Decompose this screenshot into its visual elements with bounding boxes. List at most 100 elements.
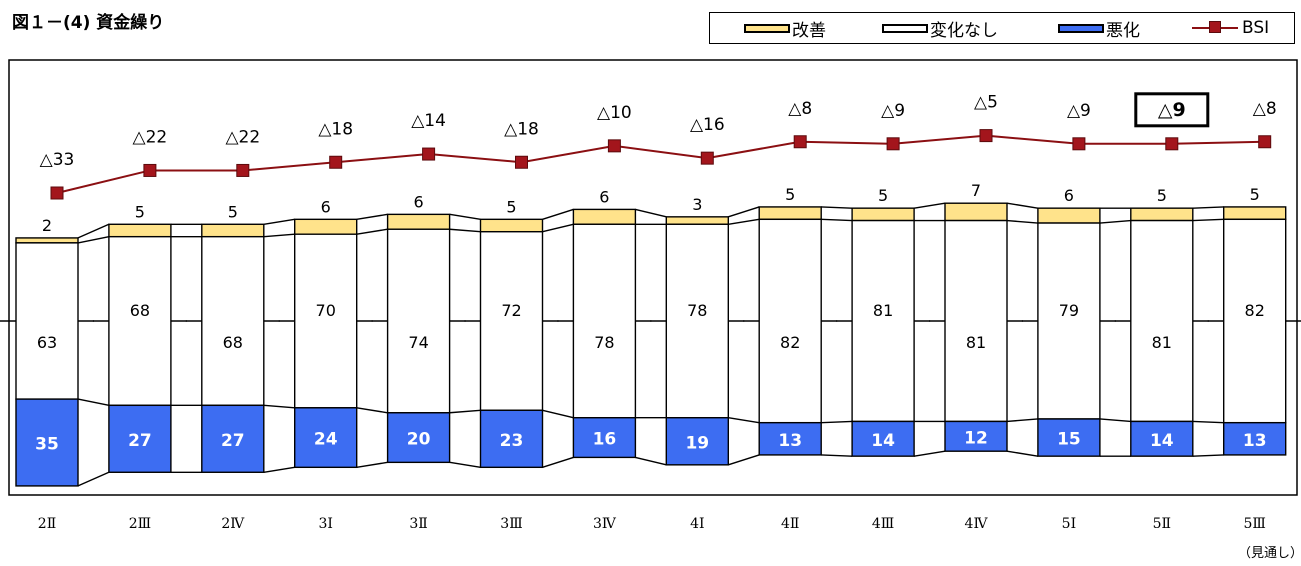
legend-item-nochange: 変化なし [882, 13, 998, 43]
x-tick-label: 3Ⅱ [409, 516, 427, 532]
bsi-point [1165, 137, 1179, 151]
x-tick-label: 4Ⅱ [781, 516, 799, 532]
bar-improve [1130, 207, 1194, 222]
bar-improve [15, 237, 79, 244]
bar-connector-line [1006, 202, 1039, 209]
bsi-point [1072, 137, 1086, 151]
x-tick-label: 2Ⅳ [221, 516, 245, 532]
legend-label-worsen: 悪化 [1106, 20, 1140, 41]
bar-connector-line [913, 450, 946, 457]
bar-nochange [108, 235, 172, 407]
bar-connector-line [1099, 219, 1131, 224]
bar-improve [758, 206, 822, 221]
bsi-value-label: △16 [690, 115, 725, 135]
bar-nochange [758, 218, 822, 424]
legend-swatch-worsen [1058, 23, 1104, 33]
label-nochange: 63 [37, 333, 57, 352]
bar-improve [294, 218, 358, 235]
label-nochange: 72 [501, 301, 521, 320]
bar-nochange [201, 235, 265, 407]
legend-swatch-improve [744, 23, 790, 33]
bsi-point [143, 163, 157, 177]
bar-connector-line [728, 206, 760, 218]
x-tick-label: 3Ⅰ [318, 516, 332, 532]
bsi-value-label: △18 [504, 119, 539, 139]
bsi-value-label: △9 [881, 101, 905, 121]
label-worsen: 27 [128, 431, 152, 451]
bar-connector-line [821, 420, 853, 424]
x-tick-label: 5Ⅲ [1243, 516, 1265, 532]
figure-title: 図１－(4) 資金繰り [12, 13, 165, 33]
bsi-point [50, 186, 64, 200]
bar-worsen [758, 421, 822, 456]
bar-connector-line [263, 218, 295, 225]
bar-connector-line [821, 454, 853, 457]
label-improve: 5 [785, 185, 795, 204]
bsi-point [329, 155, 343, 169]
label-worsen: 16 [593, 430, 617, 450]
label-nochange: 82 [780, 333, 800, 352]
bsi-value-label: △9 [1067, 101, 1091, 121]
label-improve: 5 [1157, 186, 1167, 205]
bar-improve [1037, 207, 1101, 224]
legend-line-bsi [1192, 21, 1238, 33]
label-nochange: 79 [1059, 301, 1079, 320]
bar-connector-line [1006, 450, 1039, 457]
bar-connector-line [635, 456, 667, 466]
bar-connector-line [1192, 420, 1224, 424]
label-improve: 5 [506, 197, 516, 216]
bar-worsen [665, 417, 729, 466]
bar-worsen [944, 420, 1008, 452]
bsi-highlight-box [1134, 92, 1210, 128]
bar-connector-line [356, 213, 388, 221]
x-tick-label: 2Ⅱ [38, 516, 56, 532]
bar-connector-line [1099, 418, 1131, 423]
plot-frame [8, 59, 1298, 496]
bsi-value-label: △5 [974, 93, 998, 113]
label-nochange: 78 [687, 301, 707, 320]
label-worsen: 35 [35, 435, 59, 455]
x-tick-label: 4Ⅰ [690, 516, 704, 532]
label-improve: 7 [971, 181, 981, 200]
bar-worsen [386, 412, 451, 464]
bar-nochange [386, 228, 451, 414]
bar-connector-line [449, 228, 481, 233]
bsi-point [979, 129, 993, 143]
bar-connector-line [1192, 454, 1224, 457]
bar-connector-line [356, 228, 388, 235]
label-nochange: 68 [130, 301, 150, 320]
bar-connector-line [77, 223, 110, 239]
label-nochange: 74 [408, 333, 428, 352]
bar-connector-line [1006, 418, 1038, 423]
bar-improve [479, 218, 544, 233]
bar-worsen [479, 409, 544, 469]
bsi-value-label: △10 [597, 103, 632, 123]
bar-improve [108, 223, 172, 238]
bsi-point [422, 147, 436, 161]
legend: 改善 変化なし 悪化 BSI [709, 12, 1295, 44]
bar-nochange [479, 231, 544, 411]
bsi-value-label: △22 [225, 127, 260, 147]
bar-connector-line [1006, 219, 1038, 224]
label-improve: 5 [228, 202, 238, 221]
bsi-point [1258, 135, 1272, 149]
bar-worsen [15, 398, 79, 487]
label-worsen: 23 [500, 431, 524, 451]
legend-item-bsi: BSI [1192, 13, 1269, 43]
bar-nochange [944, 219, 1008, 423]
legend-label-nochange: 変化なし [930, 20, 998, 41]
label-worsen: 13 [1243, 431, 1267, 451]
label-improve: 6 [1064, 186, 1074, 205]
bar-worsen [201, 404, 265, 473]
bar-worsen [851, 420, 915, 457]
label-worsen: 24 [314, 430, 338, 450]
bar-connector-line [542, 456, 574, 468]
bar-improve [1222, 206, 1287, 221]
bsi-value-label: △8 [788, 99, 812, 119]
bar-connector-line [821, 218, 853, 222]
bar-connector-line [728, 454, 760, 466]
label-worsen: 19 [685, 433, 709, 453]
bar-worsen [572, 417, 637, 459]
x-tick-label: 2Ⅲ [129, 516, 151, 532]
